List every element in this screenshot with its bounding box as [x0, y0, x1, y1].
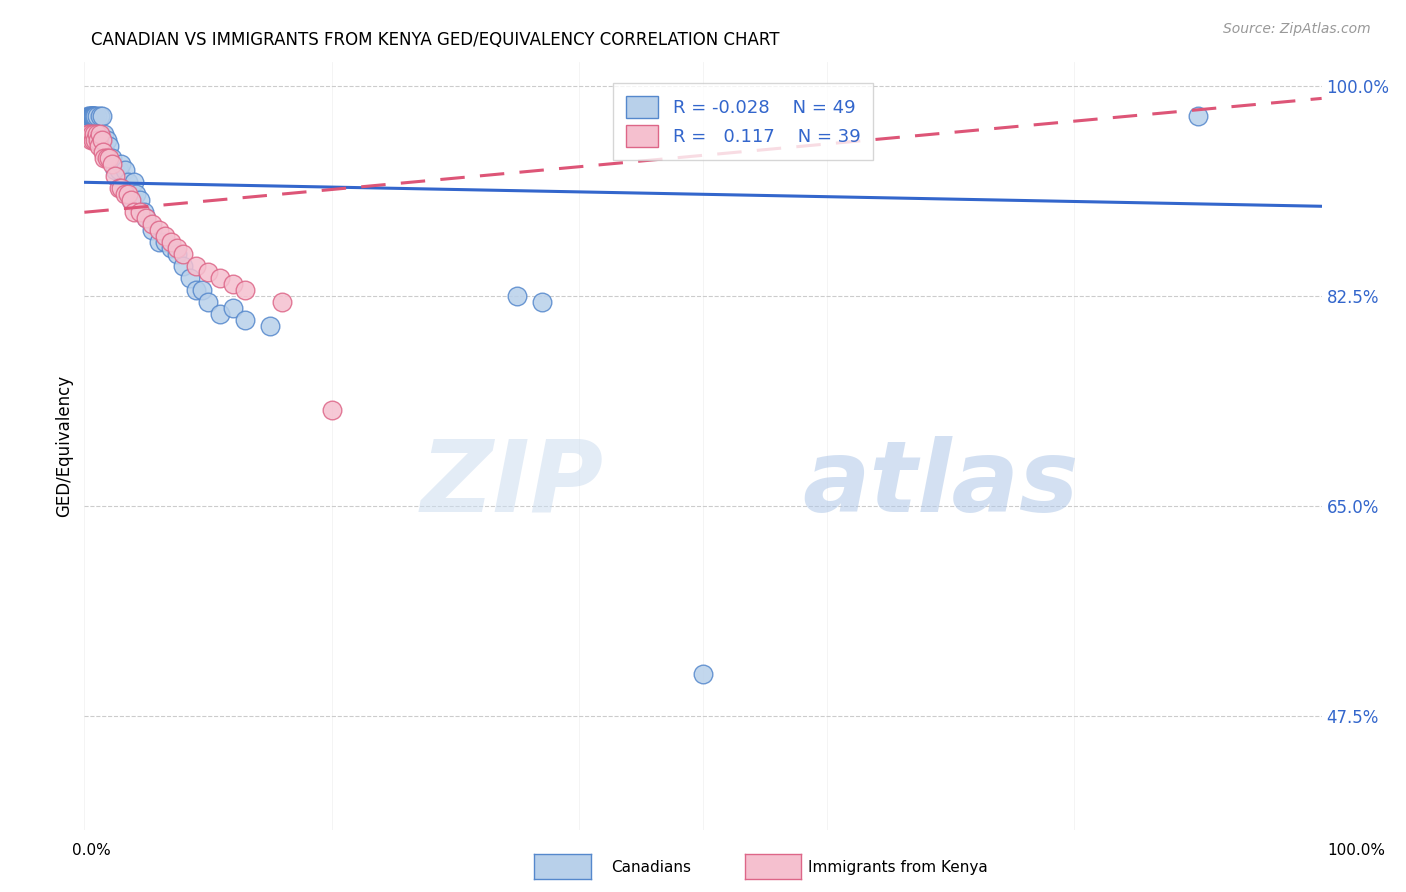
Point [135, 211, 157, 226]
Text: CANADIAN VS IMMIGRANTS FROM KENYA GED/EQUIVALENCY CORRELATION CHART: CANADIAN VS IMMIGRANTS FROM KENYA GED/EQ… [91, 31, 780, 49]
Point [148, 235, 170, 250]
Text: ZIP: ZIP [420, 436, 605, 533]
Point [166, 247, 188, 261]
Point [87, 133, 110, 147]
Point [108, 181, 131, 195]
Point [153, 235, 176, 250]
Point [191, 283, 214, 297]
Point [91, 133, 114, 147]
Point [172, 259, 194, 273]
Text: 100.0%: 100.0% [1327, 843, 1386, 858]
Point [79, 109, 101, 123]
Point [160, 241, 183, 255]
Point [184, 283, 207, 297]
Text: atlas: atlas [801, 436, 1078, 533]
Point [222, 277, 245, 292]
Text: Source: ZipAtlas.com: Source: ZipAtlas.com [1223, 22, 1371, 37]
Point [122, 175, 145, 189]
Point [86, 128, 108, 142]
Point [82, 109, 104, 123]
Point [110, 157, 132, 171]
Point [125, 187, 148, 202]
Point [89, 109, 111, 123]
Point [79, 128, 101, 142]
Point [100, 157, 122, 171]
Point [87, 128, 110, 142]
Point [692, 666, 714, 681]
Point [209, 271, 232, 285]
Point [79, 133, 101, 147]
Point [233, 313, 256, 327]
Point [117, 187, 139, 202]
Point [104, 169, 127, 184]
Point [135, 211, 157, 226]
Point [108, 163, 131, 178]
Point [100, 151, 122, 165]
Point [93, 128, 115, 142]
Point [184, 259, 207, 273]
Point [172, 247, 194, 261]
Point [271, 295, 294, 310]
Point [80, 109, 103, 123]
Point [90, 133, 112, 147]
Text: Canadians: Canadians [612, 860, 692, 874]
Point [148, 223, 170, 237]
Point [83, 109, 105, 123]
Point [89, 128, 111, 142]
Point [110, 181, 132, 195]
Point [84, 109, 107, 123]
Point [89, 139, 111, 153]
Point [321, 403, 343, 417]
Point [117, 175, 139, 189]
Point [222, 301, 245, 315]
Point [96, 151, 118, 165]
Point [84, 133, 107, 147]
Point [82, 133, 104, 147]
Point [1187, 109, 1209, 123]
Point [89, 128, 111, 142]
Point [531, 295, 554, 310]
Point [120, 194, 142, 208]
Point [233, 283, 256, 297]
Point [141, 223, 163, 237]
Point [93, 151, 115, 165]
Point [209, 307, 232, 321]
Y-axis label: GED/Equivalency: GED/Equivalency [55, 375, 73, 517]
Point [114, 163, 136, 178]
Point [96, 133, 118, 147]
Point [104, 163, 127, 178]
Point [259, 319, 281, 334]
Point [77, 128, 100, 142]
Point [132, 205, 155, 219]
Text: 0.0%: 0.0% [72, 843, 111, 858]
Point [91, 145, 114, 160]
Point [86, 109, 108, 123]
Point [98, 151, 121, 165]
Point [82, 109, 104, 123]
Point [197, 265, 219, 279]
Point [129, 194, 152, 208]
Point [79, 109, 101, 123]
Point [80, 109, 103, 123]
Point [114, 187, 136, 202]
Point [141, 217, 163, 231]
Point [98, 139, 121, 153]
Point [179, 271, 201, 285]
Point [506, 289, 529, 303]
Point [77, 109, 100, 123]
Point [79, 109, 101, 123]
Point [153, 229, 176, 244]
Point [197, 295, 219, 310]
Point [83, 128, 105, 142]
Text: Immigrants from Kenya: Immigrants from Kenya [808, 860, 988, 874]
Point [129, 205, 152, 219]
Point [122, 205, 145, 219]
Point [80, 128, 103, 142]
Point [160, 235, 183, 250]
Point [120, 194, 142, 208]
Point [90, 109, 112, 123]
Point [166, 241, 188, 255]
Legend: R = -0.028    N = 49, R =   0.117    N = 39: R = -0.028 N = 49, R = 0.117 N = 39 [613, 83, 873, 160]
